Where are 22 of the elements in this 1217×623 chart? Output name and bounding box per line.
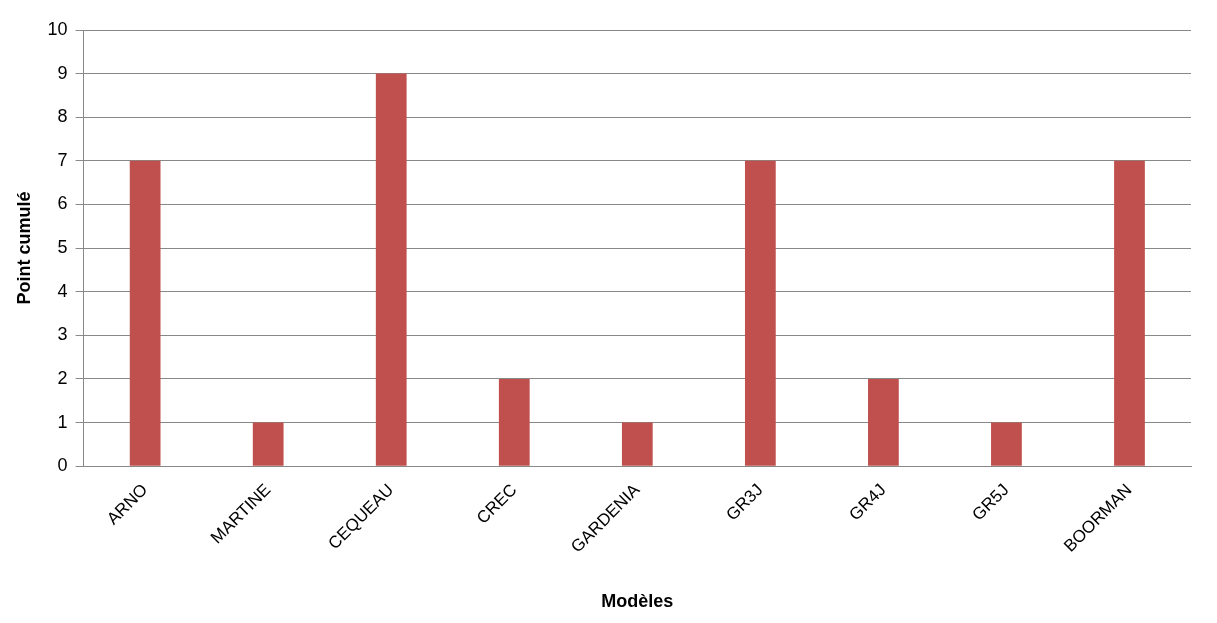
bar — [744, 160, 776, 466]
y-tick-label: 7 — [57, 149, 68, 170]
y-tick-label: 8 — [57, 106, 68, 127]
bar — [129, 160, 161, 466]
y-tick-label: 1 — [57, 411, 68, 432]
y-tick-label: 4 — [57, 280, 68, 301]
y-tick-label: 5 — [57, 237, 68, 258]
bar — [868, 378, 899, 466]
y-tick-label: 0 — [57, 455, 68, 476]
x-axis-title: Modèles — [601, 591, 674, 612]
bar — [498, 378, 530, 466]
y-tick-label: 2 — [57, 367, 68, 388]
y-tick-label: 10 — [47, 18, 68, 39]
bar — [621, 422, 653, 466]
y-tick-label: 3 — [57, 324, 68, 345]
bar — [252, 422, 284, 466]
bar — [375, 73, 407, 466]
bar — [1114, 160, 1145, 466]
y-tick-label: 6 — [57, 193, 68, 214]
bar — [991, 422, 1022, 466]
y-axis-title: Point cumulé — [13, 191, 34, 305]
y-tick-label: 9 — [57, 62, 68, 83]
